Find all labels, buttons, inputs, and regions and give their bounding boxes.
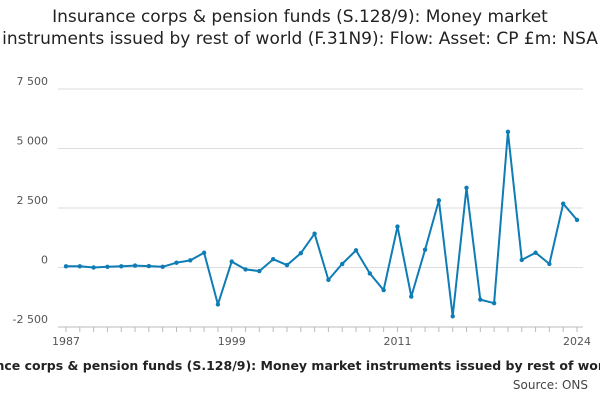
- y-tick-label: 0: [41, 254, 48, 267]
- data-point: [450, 314, 455, 319]
- data-point: [326, 277, 331, 283]
- data-point: [119, 264, 124, 269]
- data-point: [91, 265, 96, 270]
- x-tick-label: 1987: [52, 335, 80, 348]
- data-point: [298, 251, 303, 256]
- data-point: [464, 185, 469, 190]
- footer-series-label: Insurance corps & pension funds (S.128/9…: [0, 358, 600, 373]
- data-point: [533, 250, 538, 255]
- data-point: [243, 267, 248, 272]
- data-point: [560, 201, 566, 206]
- data-point: [547, 261, 552, 267]
- series-line: [66, 130, 578, 318]
- data-point: [574, 217, 580, 223]
- x-tick-label: 1999: [218, 335, 246, 348]
- data-point: [478, 297, 483, 302]
- x-axis: [58, 326, 583, 332]
- data-point: [353, 248, 359, 253]
- data-point: [409, 294, 414, 299]
- data-point: [284, 262, 290, 268]
- y-tick-label: 5 000: [17, 135, 49, 148]
- data-point: [77, 264, 83, 269]
- data-point: [381, 287, 386, 293]
- data-point: [105, 264, 110, 269]
- x-axis-ticks: 1987 1999 2011 2024: [52, 335, 591, 348]
- data-point: [340, 261, 345, 267]
- data-point: [146, 263, 152, 269]
- data-point: [519, 257, 524, 263]
- data-point: [63, 264, 69, 269]
- data-point: [505, 129, 511, 135]
- data-point: [422, 247, 428, 252]
- y-tick-label: 7 500: [17, 75, 49, 88]
- data-point: [174, 260, 179, 265]
- data-point: [229, 259, 234, 264]
- data-point: [312, 231, 317, 236]
- y-tick-label: -2 500: [13, 313, 48, 326]
- data-point: [367, 271, 373, 276]
- data-point: [215, 302, 221, 307]
- data-point: [257, 268, 262, 274]
- data-point: [160, 264, 165, 269]
- x-tick-label: 2011: [383, 335, 411, 348]
- chart-title: Insurance corps & pension funds (S.128/9…: [2, 7, 598, 49]
- data-point: [201, 250, 207, 255]
- data-point: [270, 256, 276, 262]
- data-point: [395, 224, 400, 229]
- data-point: [436, 198, 442, 203]
- series-group: [63, 129, 580, 319]
- data-point: [491, 301, 497, 306]
- y-gridlines: [58, 88, 583, 328]
- footer-source: Source: ONS: [512, 378, 588, 392]
- data-point: [132, 263, 138, 268]
- data-point: [188, 258, 193, 263]
- y-tick-label: 2 500: [17, 194, 49, 207]
- y-axis-ticks: -2 500 0 2 500 5 000 7 500: [13, 75, 48, 326]
- x-tick-label: 2024: [563, 335, 591, 348]
